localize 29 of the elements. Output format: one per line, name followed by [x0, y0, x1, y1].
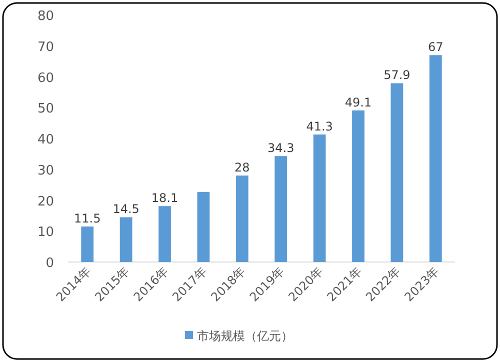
y-tick-label: 40 [37, 132, 54, 148]
text: 14.5 [112, 202, 140, 216]
bar [429, 55, 442, 262]
text: 67 [428, 40, 444, 54]
text: 41.3 [306, 119, 333, 134]
y-tick-label: 60 [37, 70, 54, 86]
y-tick-label: 70 [37, 40, 54, 55]
text: 28 [234, 160, 250, 175]
bar [158, 206, 171, 262]
text: 11.5 [74, 211, 101, 226]
text: 57.9 [384, 68, 410, 82]
bar [81, 226, 94, 262]
bar [197, 192, 210, 262]
y-tick-label: 10 [37, 225, 54, 240]
text: 18.1 [151, 191, 178, 206]
bar [313, 134, 326, 262]
bar [236, 176, 248, 262]
y-tick-label: 50 [37, 102, 54, 117]
y-tick-label: 20 [37, 194, 54, 210]
bar [274, 156, 288, 262]
y-tick-label: 80 [37, 9, 54, 24]
text: 49.1 [344, 95, 372, 110]
bar [352, 110, 364, 262]
text: 34.3 [267, 141, 294, 156]
bar [390, 83, 404, 262]
legend-label: 市场规模（亿元） [197, 329, 293, 343]
bar [120, 217, 132, 262]
y-tick-label: 0 [46, 256, 54, 271]
y-tick-label: 30 [37, 163, 54, 178]
